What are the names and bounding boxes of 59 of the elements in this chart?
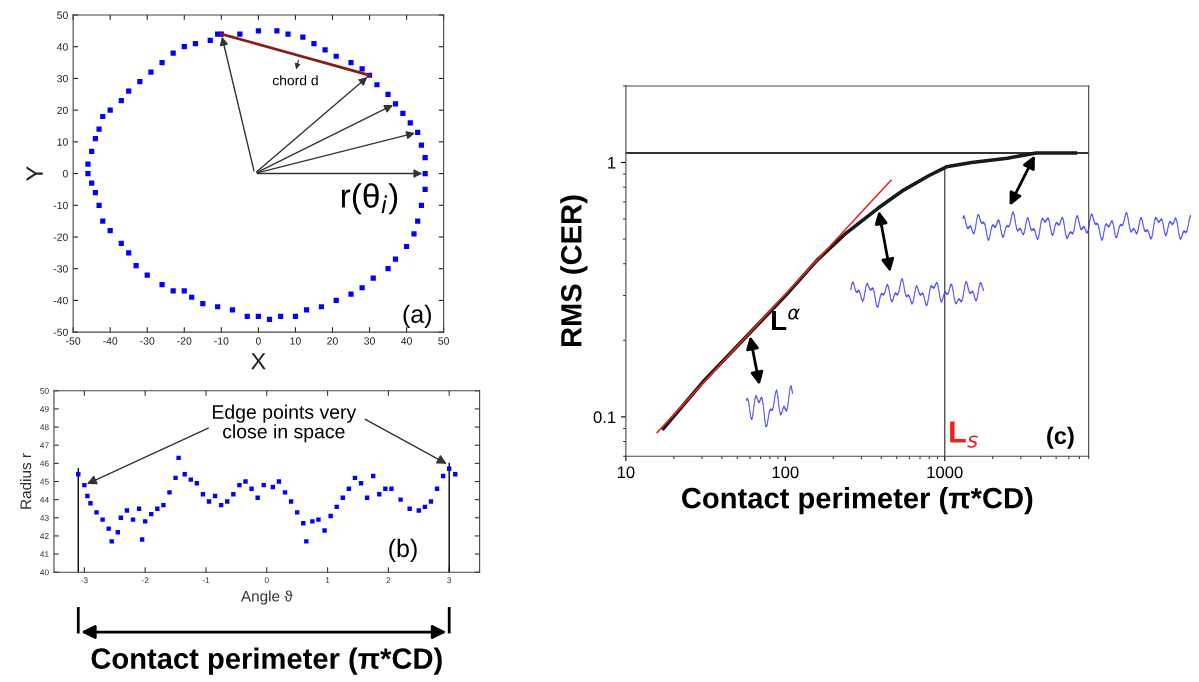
y-tick-label: 30 xyxy=(57,74,68,83)
x-tick-label: 10 xyxy=(290,337,301,345)
x-tick-label: 30 xyxy=(364,337,375,345)
y-tick-label: -20 xyxy=(53,233,68,241)
y-tick-label: 42 xyxy=(40,533,49,539)
y-tick-label: -40 xyxy=(53,296,68,305)
annotation: r(θ$_{i}$) xyxy=(341,183,398,215)
x-tick-label: 50 xyxy=(438,337,450,345)
y-axis-title: Radius r xyxy=(20,453,32,509)
x-tick-label: 0 xyxy=(264,577,269,584)
x-tick-label: -10 xyxy=(214,337,229,345)
x-tick-label: -3 xyxy=(81,577,88,584)
annotation: chord d xyxy=(272,75,318,86)
x-tick-label: 1000 xyxy=(927,466,963,479)
x-tick-label: 40 xyxy=(401,337,412,345)
y-tick-label: 10 xyxy=(57,138,68,146)
x-tick-label: 100 xyxy=(772,466,799,479)
x-tick-label: -1 xyxy=(202,577,210,584)
y-tick-label: 44 xyxy=(40,496,49,503)
y-tick-label: 20 xyxy=(57,106,68,115)
y-tick-label: 0 xyxy=(62,170,68,178)
x-tick-label: 20 xyxy=(327,337,338,345)
annotation: (b) xyxy=(389,538,417,563)
x-tick-label: 1 xyxy=(325,577,330,584)
x-axis-title: Contact perimeter (π*CD) xyxy=(682,487,1033,515)
y-tick-label: -30 xyxy=(53,265,68,273)
x-axis-title: X xyxy=(251,353,266,370)
y-tick-label: -10 xyxy=(53,201,68,210)
y-tick-label: 45 xyxy=(40,478,49,485)
x-tick-label: 2 xyxy=(386,577,391,584)
x-tick-label: -20 xyxy=(177,337,192,345)
y-tick-label: 46 xyxy=(40,460,49,467)
x-tick-label: -30 xyxy=(140,337,155,345)
text: Contact perimeter (π*CD) xyxy=(91,647,442,675)
y-axis-title: RMS (CER) xyxy=(560,195,588,347)
y-axis-title: Y xyxy=(26,166,43,181)
annotation: (a) xyxy=(403,304,431,328)
y-tick-label: 49 xyxy=(40,406,49,413)
y-tick-label: 0.1 xyxy=(593,411,616,424)
ref-line-label: L$_{s}$ xyxy=(950,421,978,448)
x-tick-label: -50 xyxy=(66,337,81,345)
x-axis-title: Angle ϑ xyxy=(240,590,293,605)
x-tick-label: -40 xyxy=(103,337,118,345)
annotation: L$^{α}$ xyxy=(771,308,800,331)
x-tick-label: -2 xyxy=(141,577,149,584)
y-tick-label: -50 xyxy=(53,328,68,337)
x-tick-label: 3 xyxy=(447,577,452,584)
x-tick-label: 10 xyxy=(617,466,635,479)
y-tick-label: 48 xyxy=(40,424,49,431)
x-tick-label: 0 xyxy=(255,337,261,345)
y-tick-label: 47 xyxy=(40,442,49,449)
y-tick-label: 50 xyxy=(57,11,68,19)
y-tick-label: 41 xyxy=(40,551,49,558)
y-tick-label: 40 xyxy=(56,43,68,51)
annotation: Edge points very close in space xyxy=(212,404,357,443)
y-tick-label: 43 xyxy=(40,514,49,521)
y-tick-label: 50 xyxy=(40,387,49,394)
annotation: (c) xyxy=(1047,426,1074,449)
y-tick-label: 40 xyxy=(40,569,49,576)
